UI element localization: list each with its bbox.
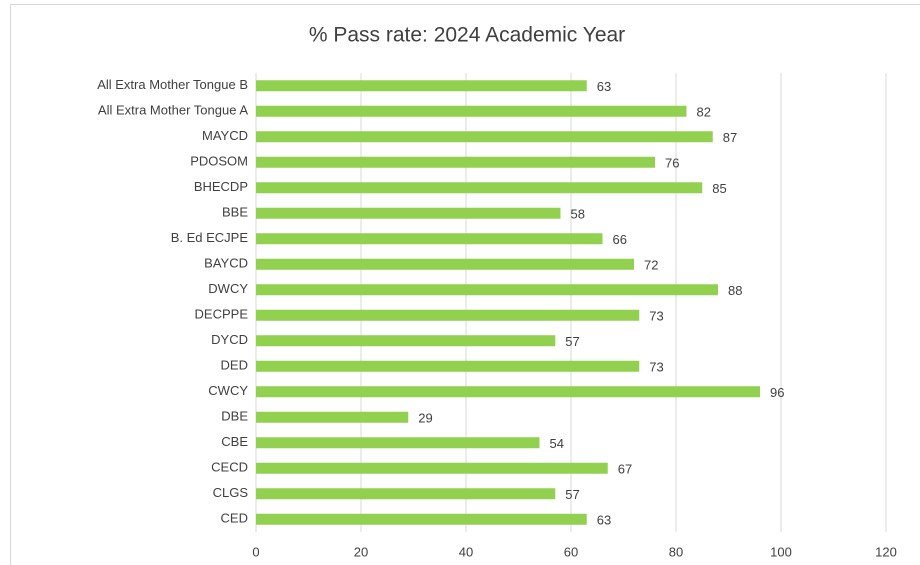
bar bbox=[256, 182, 703, 194]
data-label: 82 bbox=[697, 105, 711, 120]
x-tick-label: 80 bbox=[669, 544, 683, 559]
y-tick-label: CECD bbox=[211, 460, 248, 475]
y-tick-label: DED bbox=[221, 358, 248, 373]
data-label: 29 bbox=[418, 411, 432, 426]
x-tick-label: 40 bbox=[459, 544, 473, 559]
x-tick-label: 100 bbox=[770, 544, 792, 559]
bar bbox=[256, 131, 713, 143]
data-label: 57 bbox=[565, 487, 579, 502]
data-label: 76 bbox=[665, 156, 679, 171]
data-label: 58 bbox=[571, 207, 585, 222]
bar bbox=[256, 411, 409, 423]
data-label: 87 bbox=[723, 130, 737, 145]
bar bbox=[256, 437, 540, 449]
y-tick-label: DYCD bbox=[211, 332, 248, 347]
y-tick-label: BAYCD bbox=[204, 256, 248, 271]
bar bbox=[256, 284, 718, 296]
y-tick-label: All Extra Mother Tongue B bbox=[97, 77, 248, 92]
data-label: 72 bbox=[644, 258, 658, 273]
bar bbox=[256, 258, 634, 270]
y-tick-label: DECPPE bbox=[195, 307, 249, 322]
bar bbox=[256, 156, 655, 168]
data-label: 63 bbox=[597, 513, 611, 528]
data-label: 57 bbox=[565, 334, 579, 349]
x-tick-label: 0 bbox=[252, 544, 259, 559]
data-label: 67 bbox=[618, 462, 632, 477]
data-label: 66 bbox=[613, 232, 627, 247]
data-label: 73 bbox=[649, 360, 663, 375]
bar bbox=[256, 207, 561, 219]
y-tick-label: CLGS bbox=[213, 485, 249, 500]
x-tick-label: 20 bbox=[354, 544, 368, 559]
y-tick-label: All Extra Mother Tongue A bbox=[98, 103, 248, 118]
data-label: 88 bbox=[728, 283, 742, 298]
x-tick-label: 120 bbox=[875, 544, 897, 559]
bar bbox=[256, 386, 760, 398]
data-label: 73 bbox=[649, 309, 663, 324]
data-label: 96 bbox=[770, 385, 784, 400]
bar bbox=[256, 488, 556, 500]
bar bbox=[256, 462, 608, 474]
bar bbox=[256, 335, 556, 347]
y-tick-label: PDOSOM bbox=[190, 154, 248, 169]
data-label: 85 bbox=[712, 181, 726, 196]
y-tick-label: DBE bbox=[221, 409, 248, 424]
bar bbox=[256, 80, 587, 92]
data-label: 63 bbox=[597, 79, 611, 94]
bar bbox=[256, 233, 603, 245]
data-label: 54 bbox=[550, 436, 564, 451]
bar bbox=[256, 309, 640, 321]
y-tick-label: DWCY bbox=[208, 281, 248, 296]
y-tick-label: CBE bbox=[221, 434, 248, 449]
y-tick-label: B. Ed ECJPE bbox=[171, 230, 249, 245]
bar bbox=[256, 513, 587, 525]
y-tick-label: CED bbox=[221, 511, 248, 526]
y-tick-label: MAYCD bbox=[202, 128, 248, 143]
y-tick-label: CWCY bbox=[208, 383, 248, 398]
chart-title: % Pass rate: 2024 Academic Year bbox=[309, 24, 625, 47]
y-tick-label: BBE bbox=[222, 205, 248, 220]
bar bbox=[256, 105, 687, 117]
y-tick-label: BHECDP bbox=[194, 179, 248, 194]
bar bbox=[256, 360, 640, 372]
x-tick-label: 60 bbox=[564, 544, 578, 559]
